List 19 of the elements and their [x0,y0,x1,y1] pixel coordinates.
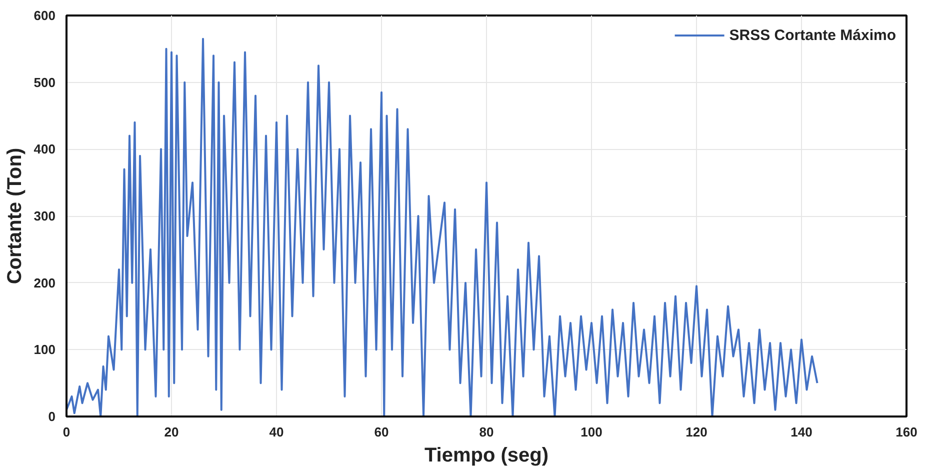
x-tick-label: 20 [164,424,179,440]
x-tick-label: 160 [896,424,918,440]
x-axis-title: Tiempo (seg) [424,444,549,466]
y-tick-label: 0 [48,409,56,424]
y-tick-label: 100 [34,342,56,358]
x-tick-label: 0 [62,424,70,440]
x-tick-label: 40 [269,424,284,440]
legend-label: SRSS Cortante Máximo [729,26,896,44]
x-tick-label: 100 [580,424,602,440]
x-tick-label: 140 [790,424,812,440]
y-tick-label: 400 [34,142,56,157]
y-tick-label: 600 [34,8,56,23]
y-tick-label: 500 [34,74,56,90]
y-tick-label: 300 [34,208,56,224]
y-tick-label: 200 [34,275,56,290]
y-axis-title: Cortante (Ton) [4,148,26,284]
x-tick-label: 120 [686,424,708,440]
x-tick-label: 60 [374,424,389,440]
x-tick-label: 80 [479,424,494,440]
